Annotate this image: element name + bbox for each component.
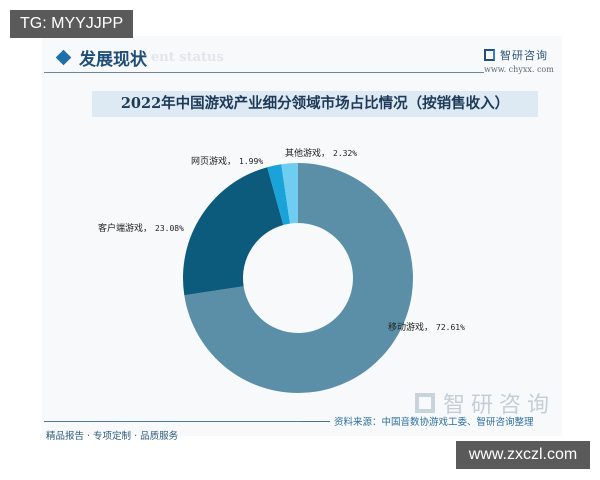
footer-divider (44, 421, 300, 422)
donut-slice-3 (281, 163, 298, 224)
section-header: 发展现状 ent status (50, 45, 224, 70)
label-client-games: 客户端游戏， 23.08% (98, 224, 184, 234)
footer-tagline: 精品报告 · 专项定制 · 品质服务 (46, 431, 179, 442)
chart-title-bar (92, 91, 538, 117)
brand-url: www. chyxx. com (484, 65, 554, 74)
label-mobile-games: 移动游戏， 72.61% (388, 323, 465, 333)
data-source: 资料来源：中国音数协游戏工委、智研咨询整理 (334, 417, 534, 428)
source-divider (300, 421, 330, 422)
site-url-badge: www.zxczl.com (456, 441, 590, 469)
chart-title: 2022年中国游戏产业细分领域市场占比情况（按销售收入） (120, 95, 510, 112)
donut-slice-2 (267, 164, 291, 226)
section-title: 发展现状 (79, 50, 147, 70)
watermark-logo: 智研咨询 (415, 387, 555, 419)
section-subtitle: ent status (151, 50, 224, 65)
donut-slices (182, 163, 413, 393)
brand-name: 智研咨询 (500, 49, 548, 62)
tg-overlay-badge: TG: MYYJJPP (10, 10, 134, 38)
label-other-games: 其他游戏， 2.32% (285, 149, 358, 159)
watermark-logo-icon (415, 393, 435, 413)
donut-slice-1 (182, 167, 284, 296)
label-web-games: 网页游戏， 1.99% (191, 157, 264, 167)
brand: 智研咨询 (484, 47, 548, 63)
donut-slice-0 (184, 163, 413, 393)
brand-logo-icon (484, 49, 495, 61)
header-divider (44, 72, 484, 73)
